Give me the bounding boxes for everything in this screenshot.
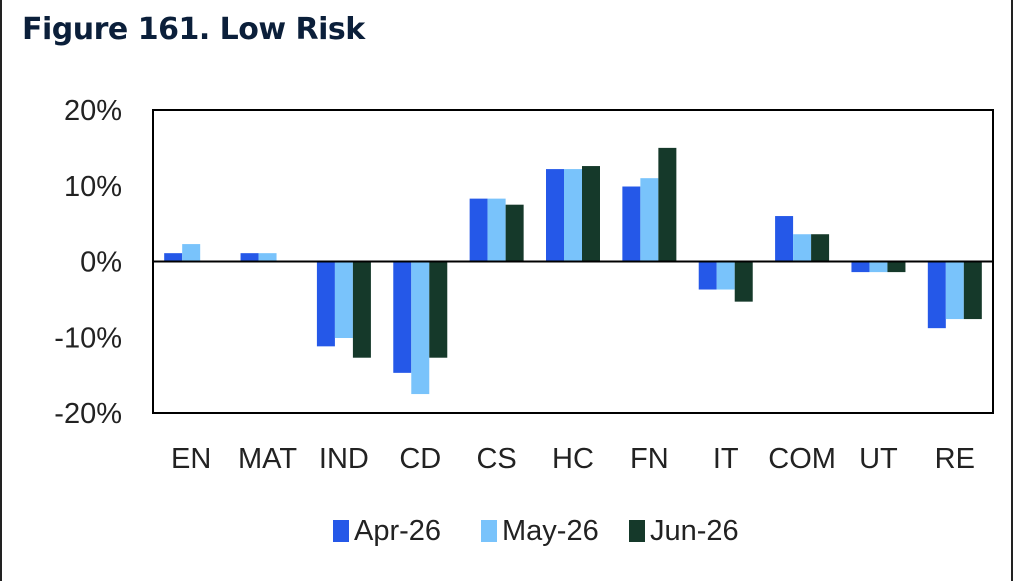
chart-title: Figure 161. Low Risk <box>22 12 365 47</box>
x-tick-label: HC <box>552 443 594 475</box>
bar-apr-26-fn <box>622 186 641 262</box>
bar-apr-26-hc <box>546 169 564 262</box>
bar-jun-26-re <box>963 261 982 320</box>
x-tick-label: FN <box>630 443 669 475</box>
legend-label: Apr-26 <box>354 515 441 547</box>
bar-jun-26-ind <box>352 261 371 358</box>
bar-apr-26-re <box>927 261 946 329</box>
bar-apr-26-cd <box>393 261 412 373</box>
bar-jun-26-ut <box>887 261 906 273</box>
bar-apr-26-en <box>164 253 183 262</box>
bar-jun-26-cd <box>429 261 448 358</box>
y-tick-label: -10% <box>54 322 122 354</box>
bar-may-26-it <box>716 261 735 290</box>
bar-jun-26-fn <box>658 147 677 262</box>
y-axis-tick-labels: 20% 10% 0% -10% -20% <box>54 95 122 430</box>
x-tick-label: COM <box>768 443 836 475</box>
bar-jun-26-it <box>734 261 753 302</box>
x-tick-label: EN <box>171 443 211 475</box>
legend-label: Jun-26 <box>650 515 739 547</box>
plot-layer <box>152 109 994 414</box>
x-tick-label: IT <box>713 443 739 475</box>
bar-may-26-com <box>793 234 812 262</box>
y-tick-label: 20% <box>64 95 122 127</box>
bar-may-26-ut <box>869 261 888 273</box>
bar-jun-26-cs <box>505 204 524 262</box>
bar-apr-26-cs <box>469 198 488 262</box>
bar-jun-26-com <box>811 234 830 262</box>
legend-swatch-apr-26 <box>333 520 349 542</box>
x-tick-label: IND <box>319 443 369 475</box>
legend-swatch-may-26 <box>481 520 497 542</box>
plot-area-border <box>152 109 994 414</box>
bar-may-26-cd <box>411 261 430 395</box>
legend: Apr-26 May-26 Jun-26 <box>333 515 739 547</box>
bar-apr-26-it <box>698 261 717 290</box>
y-tick-label: 0% <box>80 247 122 279</box>
x-tick-label: UT <box>859 443 898 475</box>
x-tick-label: CS <box>476 443 516 475</box>
legend-label: May-26 <box>502 515 599 547</box>
bar-may-26-ind <box>334 261 353 339</box>
bar-jun-26-hc <box>582 166 600 262</box>
x-axis-tick-labels: EN MAT IND CD CS HC FN IT COM UT RE <box>171 443 975 475</box>
bar-may-26-cs <box>487 198 506 262</box>
bar-apr-26-ind <box>316 261 335 347</box>
x-tick-label: CD <box>399 443 441 475</box>
bar-may-26-re <box>945 261 964 320</box>
bar-apr-26-mat <box>240 253 259 262</box>
y-tick-label: -20% <box>54 398 122 430</box>
x-tick-label: MAT <box>238 443 297 475</box>
bar-may-26-hc <box>564 169 582 262</box>
legend-swatch-jun-26 <box>629 520 645 542</box>
bar-apr-26-ut <box>851 261 870 273</box>
bar-may-26-mat <box>258 253 277 262</box>
bar-apr-26-com <box>775 216 794 262</box>
bar-may-26-en <box>182 244 201 262</box>
y-tick-label: 10% <box>64 171 122 203</box>
x-tick-label: RE <box>935 443 975 475</box>
bar-may-26-fn <box>640 178 659 262</box>
